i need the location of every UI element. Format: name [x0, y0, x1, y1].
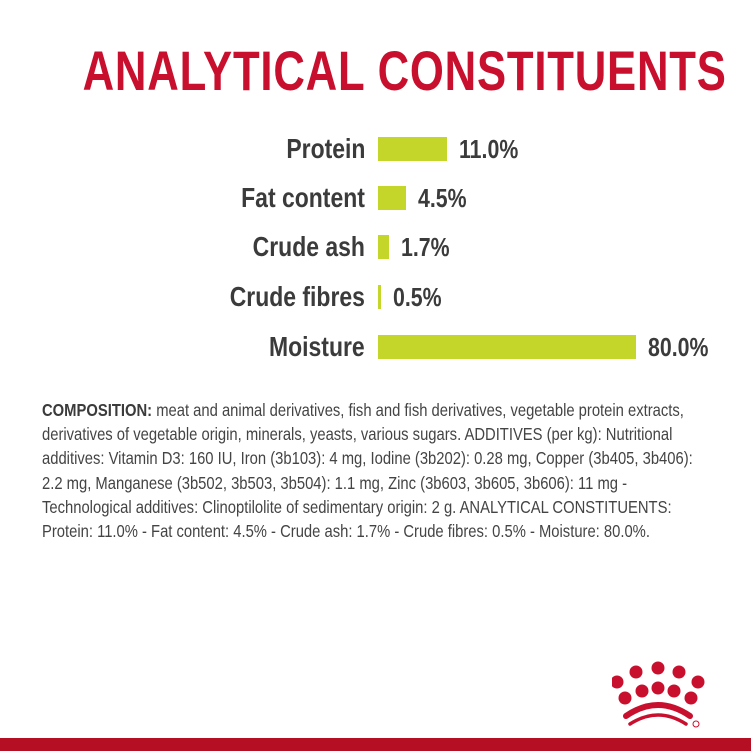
bar — [378, 285, 382, 309]
footer-bar — [0, 738, 751, 751]
bar — [378, 235, 389, 259]
value-label: 0.5% — [393, 282, 442, 312]
bar — [378, 186, 407, 210]
bar-row: Crude fibres 0.5% — [0, 281, 751, 313]
value-label: 11.0% — [459, 134, 519, 164]
composition-label: COMPOSITION: — [42, 400, 153, 420]
bar-row: Protein 11.0% — [0, 133, 751, 165]
category-label: Crude fibres — [229, 281, 365, 312]
bar — [378, 335, 636, 359]
value-label: 80.0% — [648, 332, 709, 362]
bar-row: Moisture 80.0% — [0, 331, 751, 363]
bar-row: Crude ash 1.7% — [0, 231, 751, 263]
category-label: Protein — [285, 133, 365, 164]
category-label: Moisture — [269, 331, 365, 362]
category-label: Fat content — [241, 182, 365, 213]
bar — [378, 137, 448, 161]
crown-logo-icon — [612, 661, 705, 728]
value-label: 4.5% — [418, 183, 467, 213]
composition-text: COMPOSITION: meat and animal derivatives… — [42, 398, 701, 543]
composition-body: meat and animal derivatives, fish and fi… — [42, 400, 693, 542]
category-label: Crude ash — [252, 231, 365, 262]
value-label: 1.7% — [400, 232, 450, 262]
page-title: ANALYTICAL CONSTITUENTS — [82, 39, 727, 102]
bar-row: Fat content 4.5% — [0, 182, 751, 214]
